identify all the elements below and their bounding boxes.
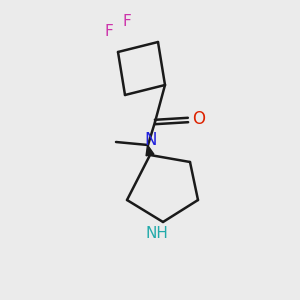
Text: O: O (193, 110, 206, 128)
Polygon shape (146, 145, 154, 156)
Text: NH: NH (146, 226, 168, 242)
Text: F: F (123, 14, 131, 29)
Text: N: N (145, 131, 157, 149)
Text: F: F (105, 25, 113, 40)
